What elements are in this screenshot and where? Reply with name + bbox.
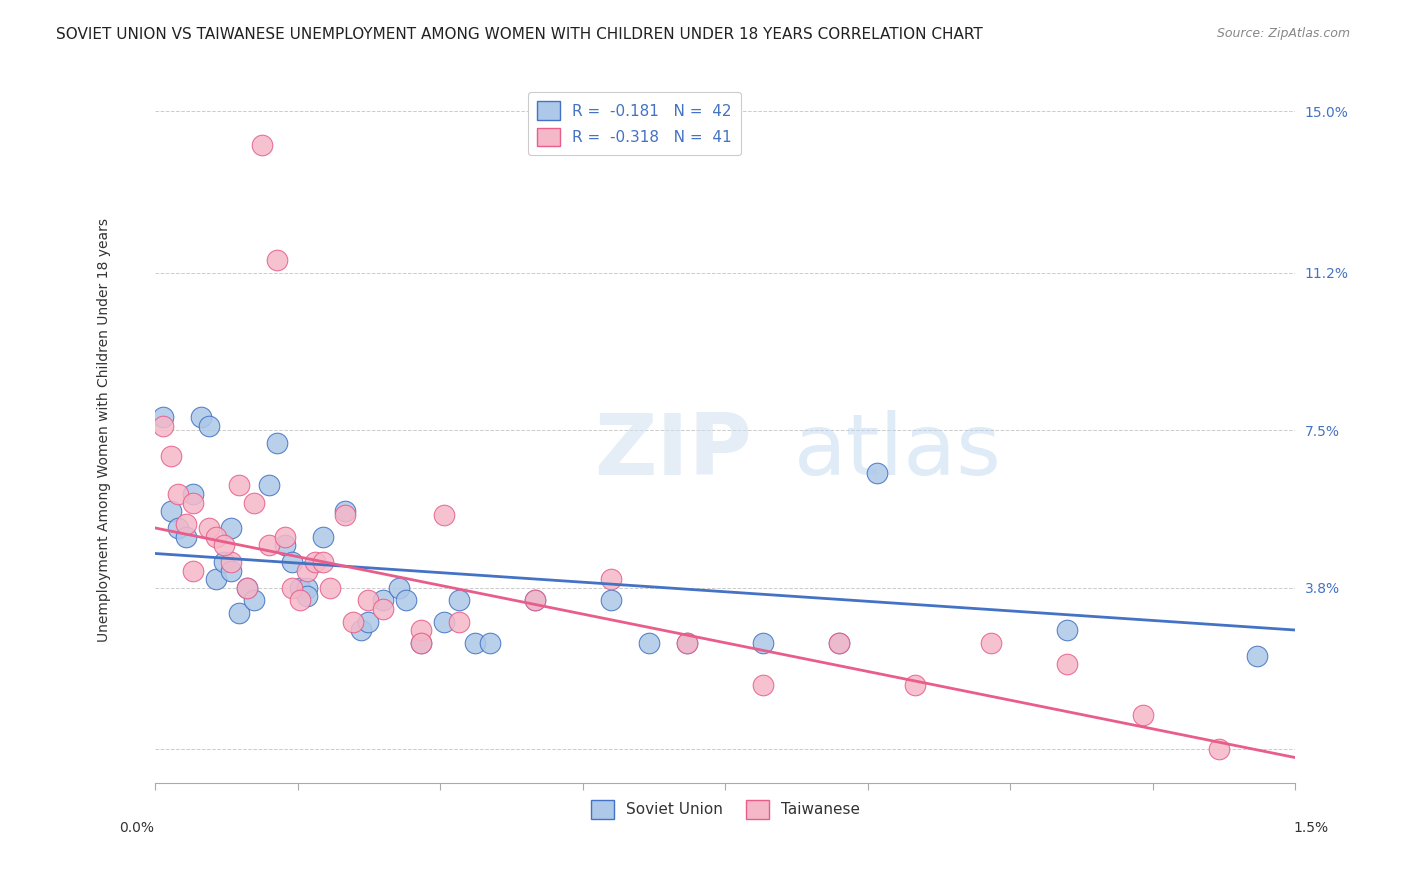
Point [228,606,250,620]
Point [1246,648,1268,663]
Point [297,589,319,603]
Point [395,593,418,607]
Point [411,623,433,637]
Point [266,253,288,268]
Point [228,478,250,492]
Point [411,636,433,650]
Text: Unemployment Among Women with Children Under 18 years: Unemployment Among Women with Children U… [97,219,111,642]
Point [297,581,319,595]
Point [281,581,304,595]
Point [152,410,174,425]
Point [197,419,219,434]
Text: 1.5%: 1.5% [1294,821,1329,835]
Point [174,516,197,531]
Point [311,529,333,543]
Point [273,529,295,543]
Point [243,593,266,607]
Point [183,487,205,501]
Text: atlas: atlas [793,410,1001,493]
Point [335,504,357,518]
Point [297,564,319,578]
Point [828,636,851,650]
Point [342,615,364,629]
Text: SOVIET UNION VS TAIWANESE UNEMPLOYMENT AMONG WOMEN WITH CHILDREN UNDER 18 YEARS : SOVIET UNION VS TAIWANESE UNEMPLOYMENT A… [56,27,983,42]
Point [980,636,1002,650]
Point [357,615,380,629]
Point [676,636,699,650]
Point [266,436,288,450]
Point [235,581,257,595]
Point [866,466,889,480]
Point [212,538,235,552]
Point [205,529,228,543]
Point [1056,657,1078,671]
Point [243,495,266,509]
Point [600,572,623,586]
Point [221,555,243,569]
Point [167,487,190,501]
Point [221,521,243,535]
Point [250,138,273,153]
Point [349,623,371,637]
Point [190,410,212,425]
Point [478,636,501,650]
Point [221,564,243,578]
Point [373,593,395,607]
Text: ZIP: ZIP [595,410,752,493]
Point [373,601,395,615]
Point [752,678,775,692]
Point [159,504,181,518]
Point [159,449,181,463]
Point [524,593,547,607]
Point [304,555,326,569]
Legend: Soviet Union, Taiwanese: Soviet Union, Taiwanese [585,794,866,825]
Point [183,564,205,578]
Point [152,419,174,434]
Point [288,593,311,607]
Point [638,636,661,650]
Point [524,593,547,607]
Point [357,593,380,607]
Point [904,678,927,692]
Point [433,508,456,523]
Point [205,572,228,586]
Point [1132,708,1154,723]
Point [433,615,456,629]
Text: Source: ZipAtlas.com: Source: ZipAtlas.com [1216,27,1350,40]
Point [212,555,235,569]
Point [183,495,205,509]
Point [1056,623,1078,637]
Point [174,529,197,543]
Point [167,521,190,535]
Point [676,636,699,650]
Point [288,581,311,595]
Point [197,521,219,535]
Point [463,636,485,650]
Point [281,555,304,569]
Point [259,538,281,552]
Point [387,581,409,595]
Point [235,581,257,595]
Point [449,593,471,607]
Point [600,593,623,607]
Point [828,636,851,650]
Point [752,636,775,650]
Point [259,478,281,492]
Text: 0.0%: 0.0% [120,821,155,835]
Point [319,581,342,595]
Point [273,538,295,552]
Point [411,636,433,650]
Point [1208,742,1230,756]
Point [311,555,333,569]
Point [335,508,357,523]
Point [449,615,471,629]
